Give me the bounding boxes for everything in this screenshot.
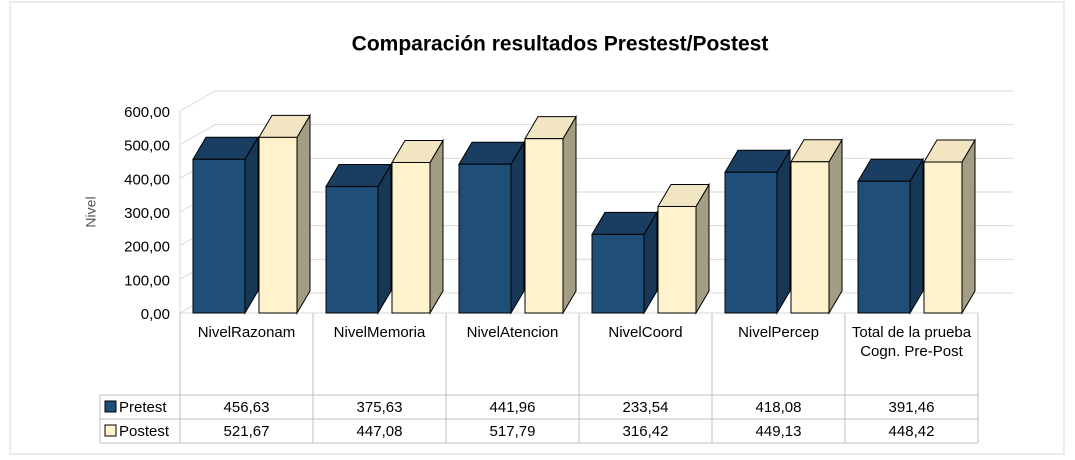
- y-tick-label: 500,00: [124, 138, 170, 155]
- data-label: 441,96: [490, 399, 536, 416]
- bar-side: [510, 140, 525, 315]
- bar: [790, 161, 830, 314]
- data-label: 521,67: [224, 423, 270, 440]
- data-label: 456,63: [224, 399, 270, 416]
- y-tick-label: 100,00: [124, 272, 170, 289]
- bar: [325, 186, 379, 314]
- bar: [524, 138, 564, 314]
- data-label: 449,13: [756, 423, 802, 440]
- bar: [258, 136, 298, 314]
- bar: [391, 161, 431, 314]
- legend-label: Postest: [119, 423, 170, 440]
- y-tick-label: 0,00: [141, 306, 170, 323]
- bar: [657, 205, 697, 314]
- bar: [923, 161, 963, 314]
- bar: [857, 180, 911, 314]
- category-cell: NivelAtencion: [466, 324, 559, 341]
- grid-line: [179, 90, 1013, 112]
- category-cell: Total de la prueba Cogn. Pre-Post: [851, 324, 972, 360]
- data-label: 233,54: [623, 399, 669, 416]
- x-tick-label: NivelRazonam: [197, 324, 296, 341]
- bar: [192, 158, 246, 314]
- chart-title: Comparación resultados Prestest/Postest: [352, 33, 769, 56]
- bar-side: [776, 148, 791, 315]
- grid-line: [179, 124, 1013, 146]
- bar-side: [909, 157, 924, 315]
- x-tick-label: Total de la prueba Cogn. Pre-Post: [851, 324, 972, 360]
- y-tick-label: 200,00: [124, 239, 170, 256]
- bar-side: [429, 138, 444, 315]
- y-tick-label: 400,00: [124, 171, 170, 188]
- data-label: 447,08: [357, 423, 403, 440]
- bar: [458, 163, 512, 314]
- bar: [591, 233, 645, 314]
- category-cell: NivelCoord: [608, 324, 683, 341]
- x-tick-label: NivelMemoria: [333, 324, 426, 341]
- x-tick-label: NivelPercep: [738, 324, 819, 341]
- category-cell: NivelMemoria: [333, 324, 426, 341]
- category-cell: NivelPercep: [738, 324, 819, 341]
- category-cell: NivelRazonam: [197, 324, 296, 341]
- y-tick-label: 600,00: [124, 104, 170, 121]
- bar-side: [244, 135, 259, 315]
- data-label: 316,42: [623, 423, 669, 440]
- bar-side: [377, 162, 392, 315]
- bar-side: [828, 137, 843, 315]
- bar: [724, 171, 778, 314]
- data-label: 448,42: [889, 423, 935, 440]
- bar-side: [296, 113, 311, 315]
- data-label: 375,63: [357, 399, 403, 416]
- bar-side: [961, 138, 976, 315]
- data-label: 391,46: [889, 399, 935, 416]
- data-label: 418,08: [756, 399, 802, 416]
- data-label: 517,79: [490, 423, 536, 440]
- legend-swatch: [104, 424, 117, 437]
- y-tick-label: 300,00: [124, 205, 170, 222]
- x-tick-label: NivelAtencion: [466, 324, 559, 341]
- legend-label: Pretest: [119, 399, 167, 416]
- legend-swatch: [104, 400, 117, 413]
- bar-side: [562, 114, 577, 315]
- y-axis-title: Nivel: [83, 196, 99, 227]
- x-tick-label: NivelCoord: [608, 324, 683, 341]
